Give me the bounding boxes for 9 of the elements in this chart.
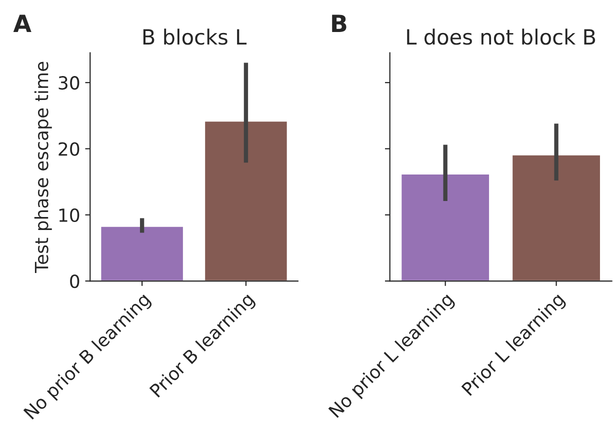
y-axis-title: Test phase escape time [34, 62, 52, 274]
chart-title: B blocks L [143, 28, 247, 45]
y-tick-label: 0 [70, 274, 80, 288]
text: A [13, 14, 32, 32]
y-tick-label: 10 [59, 208, 80, 222]
chart-title: L does not block B [407, 28, 596, 45]
y-tick-label: 20 [58, 142, 80, 156]
text: B [332, 14, 346, 32]
y-tick-label: 30 [58, 76, 80, 90]
